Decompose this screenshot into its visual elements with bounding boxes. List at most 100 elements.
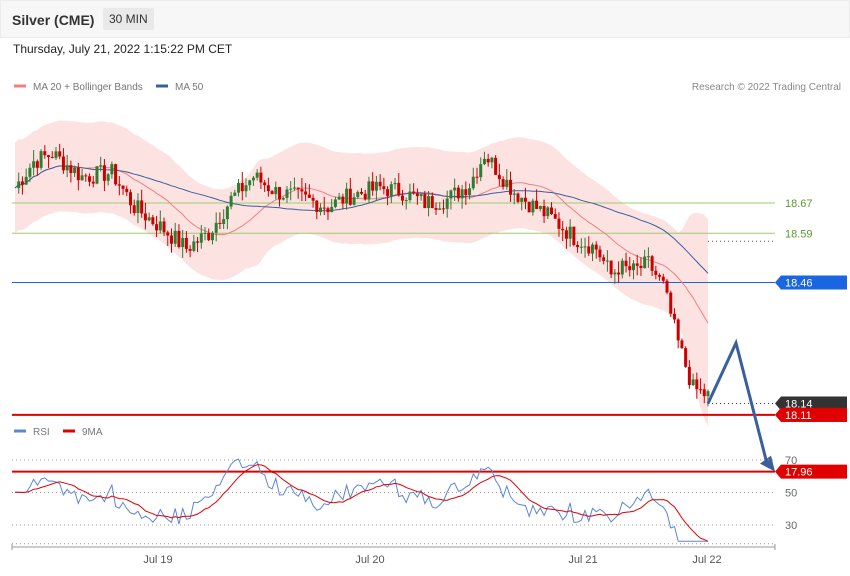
interval-button[interactable]: 30 MIN (103, 8, 154, 30)
candle-body (311, 197, 315, 201)
rsi-tick-label: 50 (785, 488, 797, 500)
candle-body (460, 189, 464, 199)
candle-body (121, 185, 125, 189)
candle-body (550, 207, 554, 215)
candle-body (617, 272, 621, 275)
candles (17, 143, 710, 407)
candle-body (125, 188, 129, 193)
legend: MA 20 + Bollinger Bands MA 50 Research ©… (14, 82, 841, 438)
candle-body (296, 187, 300, 190)
candle-body (419, 194, 423, 197)
rsi-9ma-line (14, 464, 709, 542)
instrument-title: Silver (CME) (12, 12, 95, 28)
candle-body (669, 292, 673, 314)
legend-swatch-ma20 (14, 84, 26, 88)
candle-body (665, 280, 669, 293)
candle-body (367, 181, 371, 200)
date-tick-label: Jul 22 (692, 554, 721, 566)
chart-header: Silver (CME) 30 MIN (0, 0, 850, 38)
candle-body (434, 208, 438, 210)
candle-body (445, 198, 449, 209)
candle-body (237, 183, 241, 193)
candle-body (196, 241, 200, 243)
forecast-arrow (706, 338, 775, 472)
candle-body (181, 237, 185, 248)
candle-body (129, 192, 132, 206)
candle-body (58, 151, 62, 157)
candle-body (490, 157, 494, 163)
candle-body (587, 246, 591, 254)
candle-body (658, 274, 662, 277)
support-label: 17.96 (785, 467, 813, 479)
candle-body (699, 389, 703, 391)
resistance-label: 18.67 (785, 198, 813, 210)
candle-body (572, 226, 576, 245)
candle-body (531, 200, 535, 213)
candle-body (680, 340, 684, 349)
candle-body (453, 187, 457, 191)
candle-body (538, 206, 542, 209)
forecast-arrow-line (706, 338, 769, 464)
candle-body (650, 256, 654, 271)
candle-body (214, 222, 218, 233)
candle-body (356, 191, 360, 198)
candle-body (639, 265, 643, 269)
candle-body (281, 197, 285, 200)
candle-body (274, 187, 278, 195)
candle-body (84, 175, 88, 177)
candle-body (54, 151, 58, 158)
candle-body (337, 196, 341, 200)
candle-body (147, 217, 151, 221)
candle-body (95, 166, 99, 184)
ma20-line (14, 165, 709, 324)
candle-body (158, 221, 162, 231)
forecast-arrow-head (760, 455, 775, 472)
legend-swatch-rsi (14, 429, 26, 433)
last-price-tag (775, 396, 847, 411)
candle-body (207, 232, 211, 241)
candle-body (661, 276, 665, 281)
candle-body (486, 158, 490, 163)
date-tick-label: Jul 21 (568, 554, 597, 566)
candle-body (322, 207, 326, 209)
candle-body (412, 191, 416, 194)
candle-body (117, 184, 121, 186)
candle-body (564, 230, 568, 239)
candle-body (523, 197, 527, 202)
candle-body (479, 164, 483, 178)
candle-body (307, 194, 311, 198)
candle-body (61, 156, 65, 171)
candle-body (389, 184, 393, 197)
candle-body (557, 218, 561, 229)
candle-body (300, 189, 304, 192)
candle-body (535, 200, 539, 209)
rsi-line (14, 458, 708, 542)
candle-body (240, 183, 244, 192)
candle-body (482, 158, 486, 165)
credit: Research © 2022 Trading Central (692, 82, 841, 93)
candle-body (408, 191, 412, 201)
candle-body (266, 185, 270, 192)
candle-body (199, 233, 203, 243)
rsi-tick-label: 30 (785, 520, 797, 532)
candle-body (512, 193, 516, 195)
candle-body (222, 219, 226, 224)
candle-body (173, 230, 177, 244)
rsi-tick-label: 70 (785, 455, 797, 467)
candle-body (39, 151, 43, 168)
candle-body (591, 244, 594, 254)
candle-body (345, 188, 349, 204)
candle-body (456, 187, 460, 199)
candle-body (441, 208, 445, 210)
candle-body (609, 260, 613, 275)
candle-body (255, 172, 259, 178)
candle-body (110, 164, 114, 175)
candle-body (88, 176, 92, 182)
candle-body (20, 181, 24, 185)
candle-body (695, 379, 699, 390)
candle-body (65, 165, 69, 171)
candle-body (378, 181, 382, 187)
legend-swatch-ma50 (156, 84, 168, 88)
candle-body (91, 181, 95, 184)
candle-body (624, 260, 628, 267)
